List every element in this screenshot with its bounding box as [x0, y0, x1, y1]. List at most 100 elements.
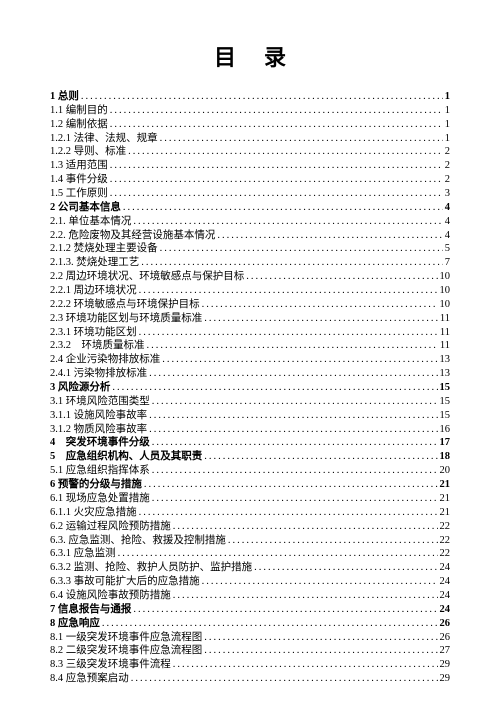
- toc-entry: 6.4 设施风险事故预防措施 24: [50, 589, 450, 603]
- toc-entry-page: 22: [440, 547, 451, 561]
- toc-entry-label: 1.3 适用范围: [50, 159, 108, 173]
- toc-entry-page: 22: [440, 534, 451, 548]
- toc-leader-dots: [147, 339, 438, 353]
- toc-entry-page: 21: [440, 506, 451, 520]
- toc-entry: 5.1 应急组织指挥体系 20: [50, 464, 450, 478]
- toc-entry: 1.1 编制目的 1: [50, 104, 450, 118]
- toc-entry-label: 3.1.2 物质风险事故率: [50, 423, 147, 437]
- toc-leader-dots: [202, 575, 438, 589]
- toc-entry-page: 4: [445, 229, 450, 243]
- toc-entry-page: 20: [440, 464, 451, 478]
- toc-entry-page: 29: [440, 672, 451, 686]
- toc-entry-label: 3.1 环境风险范围类型: [50, 395, 150, 409]
- toc-entry: 2.2. 危险废物及其经营设施基本情况 4: [50, 229, 450, 243]
- toc-entry-page: 13: [440, 353, 451, 367]
- toc-leader-dots: [149, 367, 437, 381]
- toc-entry: 2 公司基本信息4: [50, 201, 450, 215]
- toc-entry: 2.4.1 污染物排放标准13: [50, 367, 450, 381]
- toc-entry-page: 4: [445, 215, 450, 229]
- toc-entry-page: 2: [445, 159, 450, 173]
- toc-leader-dots: [139, 284, 438, 298]
- toc-entry: 3.1.2 物质风险事故率 16: [50, 423, 450, 437]
- toc-leader-dots: [160, 132, 443, 146]
- toc-entry-label: 2.2.2 环境敏感点与环境保护目标: [50, 298, 200, 312]
- toc-entry: 8 应急响应26: [50, 617, 450, 631]
- toc-entry-label: 6.4 设施风险事故预防措施: [50, 589, 171, 603]
- toc-entry-label: 6.3.1 应急监测: [50, 547, 116, 561]
- toc-entry-label: 6.1 现场应急处置措施: [50, 492, 150, 506]
- toc-entry-label: 6.1.1 火灾应急措施: [50, 506, 137, 520]
- toc-entry-page: 1: [445, 104, 450, 118]
- toc-entry-page: 22: [440, 520, 451, 534]
- toc-entry-label: 1.2.2 导则、标准: [50, 145, 126, 159]
- toc-leader-dots: [123, 201, 443, 215]
- toc-entry: 1.2.1 法律、法规、规章1: [50, 132, 450, 146]
- toc-leader-dots: [162, 353, 437, 367]
- toc-entry-label: 8.1 一级突发环境事件应急流程图: [50, 631, 202, 645]
- toc-leader-dots: [173, 658, 438, 672]
- toc-leader-dots: [204, 450, 437, 464]
- toc-entry: 2.3.1 环境功能区划11: [50, 326, 450, 340]
- toc-entry-page: 13: [440, 367, 451, 381]
- toc-leader-dots: [228, 534, 438, 548]
- toc-leader-dots: [160, 242, 443, 256]
- toc-entry-label: 2.4 企业污染物排放标准: [50, 353, 160, 367]
- toc-leader-dots: [152, 395, 438, 409]
- toc-entry: 8.3 三级突发环境事件流程29: [50, 658, 450, 672]
- toc-entry: 6.2 运输过程风险预防措施 22: [50, 520, 450, 534]
- toc-entry-label: 2.3.2 环境质量标准: [50, 339, 145, 353]
- toc-leader-dots: [139, 506, 438, 520]
- toc-entry: 2.1. 单位基本情况4: [50, 215, 450, 229]
- toc-leader-dots: [133, 603, 437, 617]
- toc-entry-page: 5: [445, 242, 450, 256]
- toc-entry-label: 5.1 应急组织指挥体系: [50, 464, 150, 478]
- toc-leader-dots: [144, 478, 438, 492]
- toc-entry-label: 8.4 应急预案启动: [50, 672, 129, 686]
- toc-leader-dots: [217, 229, 442, 243]
- toc-entry-page: 10: [440, 298, 451, 312]
- toc-entry: 1.3 适用范围 2: [50, 159, 450, 173]
- toc-entry: 1 总则1: [50, 90, 450, 104]
- toc-entry-label: 6 预警的分级与措施: [50, 478, 142, 492]
- toc-entry-page: 11: [440, 339, 450, 353]
- toc-entry-page: 24: [440, 589, 451, 603]
- toc-entry-label: 7 信息报告与通报: [50, 603, 131, 617]
- toc-entry: 3 风险源分析15: [50, 381, 450, 395]
- toc-entry-page: 10: [440, 270, 451, 284]
- toc-entry-page: 7: [445, 256, 450, 270]
- toc-entry-label: 8 应急响应: [50, 617, 100, 631]
- toc-leader-dots: [102, 617, 438, 631]
- toc-entry-label: 3.1.1 设施风险事故率: [50, 409, 147, 423]
- toc-entry-page: 16: [440, 423, 451, 437]
- toc-entry: 4 突发环境事件分级17: [50, 436, 450, 450]
- toc-entry-label: 2.2. 危险废物及其经营设施基本情况: [50, 229, 215, 243]
- toc-entry: 6 预警的分级与措施21: [50, 478, 450, 492]
- toc-leader-dots: [173, 520, 438, 534]
- toc-entry-label: 8.2 二级突发环境事件应急流程图: [50, 644, 202, 658]
- toc-leader-dots: [204, 644, 437, 658]
- toc-entry-label: 1.2 编制依据: [50, 118, 108, 132]
- toc-leader-dots: [152, 464, 438, 478]
- toc-entry-page: 11: [440, 312, 450, 326]
- toc-entry: 3.1 环境风险范围类型 15: [50, 395, 450, 409]
- toc-entry-page: 18: [440, 450, 451, 464]
- toc-entry-page: 10: [440, 284, 451, 298]
- toc-entry-page: 15: [440, 395, 451, 409]
- toc-entry-label: 1.5 工作原则: [50, 187, 108, 201]
- toc-entry-label: 1.4 事件分级: [50, 173, 108, 187]
- toc-leader-dots: [131, 672, 438, 686]
- toc-entry: 1.4 事件分级2: [50, 173, 450, 187]
- toc-entry-label: 1 总则: [50, 90, 79, 104]
- toc-leader-dots: [110, 173, 443, 187]
- toc-leader-dots: [246, 270, 437, 284]
- toc-entry-label: 5 应急组织机构、人员及其职责: [50, 450, 202, 464]
- toc-entry-label: 1.1 编制目的: [50, 104, 108, 118]
- toc-leader-dots: [139, 326, 438, 340]
- toc-entry: 1.2 编制依据1: [50, 118, 450, 132]
- toc-leader-dots: [149, 409, 437, 423]
- toc-entry: 8.2 二级突发环境事件应急流程图27: [50, 644, 450, 658]
- toc-leader-dots: [152, 436, 438, 450]
- toc-entry: 2.2.2 环境敏感点与环境保护目标 10: [50, 298, 450, 312]
- toc-entry-label: 6.2 运输过程风险预防措施: [50, 520, 171, 534]
- toc-entry-label: 2.3.1 环境功能区划: [50, 326, 137, 340]
